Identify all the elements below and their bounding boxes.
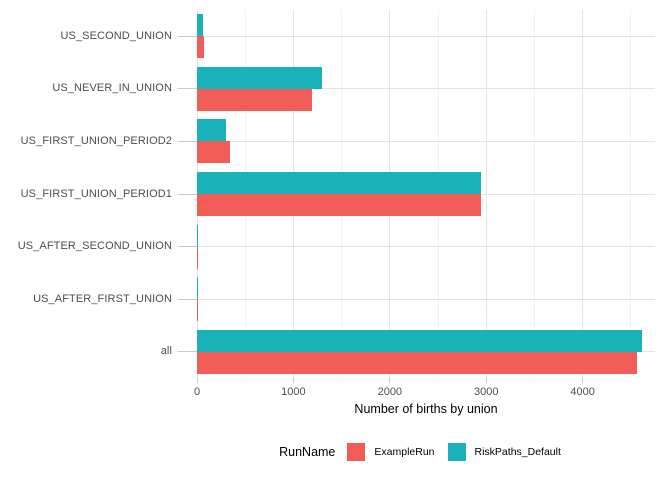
legend: RunName ExampleRun RiskPaths_Default (168, 441, 672, 463)
x-axis-title: Number of births by union (354, 402, 498, 416)
y-axis-label: US_AFTER_FIRST_UNION (33, 292, 172, 305)
bar-RiskPaths_Default (197, 66, 323, 89)
x-tick-label: 1000 (281, 386, 306, 398)
y-tick-mark (178, 35, 197, 37)
x-tick-label: 3000 (474, 386, 499, 398)
x-tick-label: 0 (193, 386, 201, 398)
x-tick-mark (292, 378, 294, 383)
bar-ExampleRun (197, 141, 230, 164)
bar-RiskPaths_Default (197, 14, 203, 37)
bar-ExampleRun (197, 351, 638, 374)
bar-ExampleRun (197, 194, 481, 216)
y-tick-mark (178, 88, 197, 90)
y-tick-mark (178, 246, 197, 248)
y-tick-mark (178, 298, 197, 300)
bar-ExampleRun (197, 36, 205, 59)
x-tick-label: 2000 (377, 386, 403, 398)
bar-RiskPaths_Default (197, 172, 482, 194)
bar-RiskPaths_Default (197, 119, 227, 142)
legend-swatch-ExampleRun (347, 443, 366, 461)
gridline-category (197, 35, 655, 37)
bar-RiskPaths_Default (197, 277, 198, 300)
y-axis-label: all (160, 345, 172, 358)
y-axis-label: US_FIRST_UNION_PERIOD1 (20, 187, 172, 200)
gridline-category (197, 140, 655, 142)
x-tick-mark (485, 378, 487, 383)
plot-panel (196, 10, 655, 378)
bar-RiskPaths_Default (197, 224, 198, 247)
y-tick-mark (178, 193, 197, 195)
y-axis-label: US_FIRST_UNION_PERIOD2 (20, 134, 172, 147)
gridline-category (197, 298, 655, 300)
legend-swatch-RiskPaths_Default (447, 443, 466, 461)
x-tick-mark (196, 378, 198, 383)
bar-ExampleRun (197, 246, 198, 269)
y-tick-mark (178, 140, 197, 142)
bar-ExampleRun (197, 299, 198, 322)
x-tick-mark (582, 378, 584, 383)
bar-ExampleRun (197, 88, 312, 111)
y-axis-label: US_NEVER_IN_UNION (52, 82, 172, 95)
x-tick-mark (389, 378, 391, 383)
x-tick-label: 4000 (570, 386, 595, 398)
gridline-category (197, 246, 655, 248)
y-tick-mark (178, 351, 197, 353)
y-axis-label: US_AFTER_SECOND_UNION (17, 240, 172, 253)
legend-item-label: ExampleRun (374, 446, 435, 458)
bar-RiskPaths_Default (197, 329, 643, 352)
legend-item-ExampleRun: ExampleRun (347, 443, 435, 461)
legend-item-RiskPaths_Default: RiskPaths_Default (447, 443, 561, 461)
y-axis-label: US_SECOND_UNION (60, 29, 172, 42)
legend-item-label: RiskPaths_Default (474, 446, 561, 458)
gridline-category (197, 88, 655, 90)
legend-items: ExampleRun RiskPaths_Default (347, 443, 561, 461)
legend-title: RunName (279, 445, 336, 459)
